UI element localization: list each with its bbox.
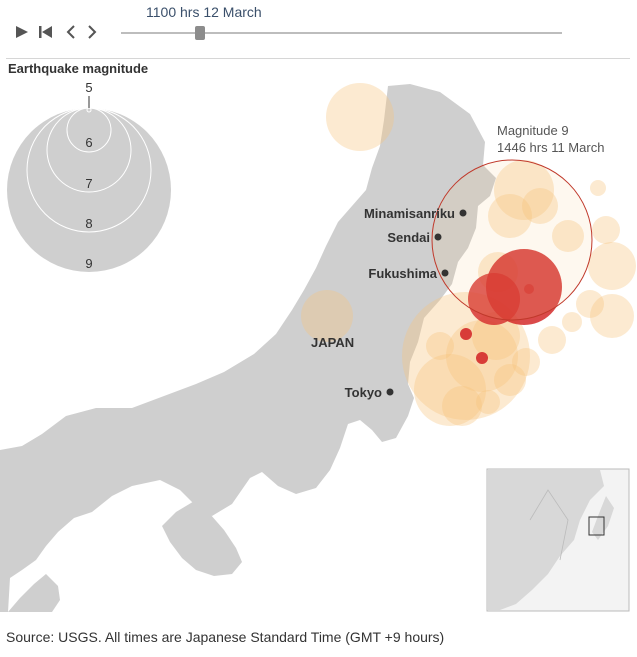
quake-circles-older (301, 83, 636, 426)
earthquake-map: Magnitude 9 1446 hrs 11 March Minamisanr… (0, 80, 636, 612)
city-tokyo: Tokyo (345, 385, 394, 400)
city-label: Tokyo (345, 385, 382, 400)
timeline-handle[interactable] (195, 26, 206, 40)
city-marker (434, 233, 442, 241)
highlight-magnitude-label: Magnitude 9 (497, 123, 569, 138)
chevron-right-icon[interactable] (82, 22, 102, 42)
land-mass-southwest (8, 574, 60, 612)
highlight-time-label: 1446 hrs 11 March (497, 140, 604, 155)
city-label: Fukushima (368, 266, 437, 281)
legend-title: Earthquake magnitude (8, 61, 149, 76)
legend-label-5: 5 (85, 80, 92, 95)
city-marker (386, 388, 394, 396)
magnitude-legend: 5 6 7 8 9 (7, 80, 171, 272)
legend-label-8: 8 (85, 216, 92, 231)
legend-circle-9 (7, 108, 171, 272)
divider (6, 58, 630, 59)
city-label: Sendai (387, 230, 430, 245)
city-minamisanriku: Minamisanriku (364, 206, 467, 221)
skip-back-icon[interactable] (36, 22, 56, 42)
magnitude-9-ring[interactable] (431, 159, 593, 321)
city-marker (441, 269, 449, 277)
time-label: 1100 hrs 12 March (146, 4, 262, 20)
city-fukushima: Fukushima (368, 266, 449, 281)
inset-map (486, 468, 630, 612)
playback-controls: 1100 hrs 12 March (0, 0, 637, 58)
timeline-slider[interactable] (121, 32, 562, 34)
chevron-left-icon[interactable] (61, 22, 81, 42)
city-marker (459, 209, 467, 217)
quake-circles-recent (460, 249, 562, 364)
country-label: JAPAN (311, 335, 354, 350)
legend-label-7: 7 (85, 176, 92, 191)
play-icon[interactable] (12, 22, 32, 42)
legend-label-6: 6 (85, 135, 92, 150)
land-mass (0, 84, 496, 612)
source-footnote: Source: USGS. All times are Japanese Sta… (6, 629, 445, 645)
inset-highlight-box (588, 516, 605, 536)
city-sendai: Sendai (387, 230, 442, 245)
land-mass-south (162, 500, 242, 576)
legend-label-9: 9 (85, 256, 92, 271)
city-label: Minamisanriku (364, 206, 455, 221)
